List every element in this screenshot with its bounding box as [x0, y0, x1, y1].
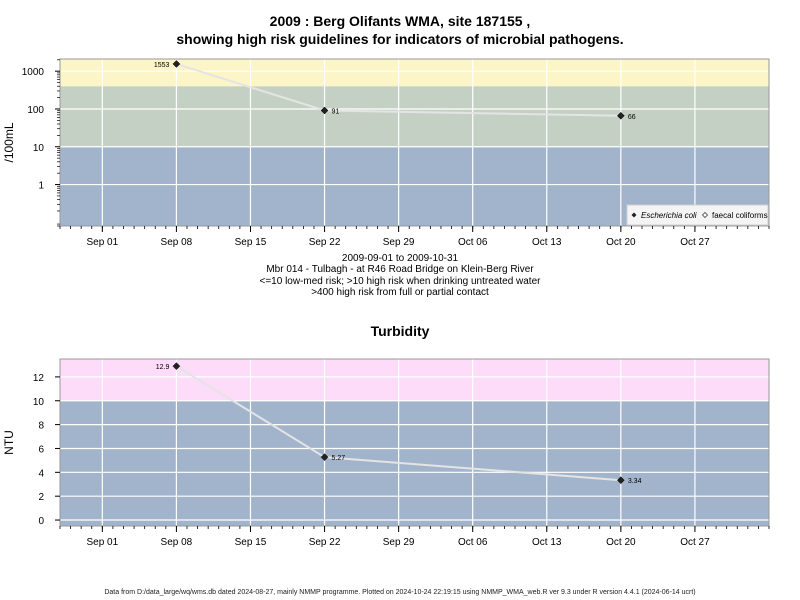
y-tick-label: 1	[38, 181, 44, 192]
data-label: 91	[332, 109, 340, 116]
data-point	[320, 106, 329, 115]
legend-marker-faecal	[702, 212, 708, 218]
footer-note: Data from D:/data_large/wq/wms.db dated …	[104, 589, 696, 596]
data-label: 12.9	[156, 364, 170, 371]
data-point	[320, 453, 329, 462]
ecoli-chart: Sep 01 Sep 08 Sep 15 Sep 22 Sep 29 Oct 06 Oct …	[2, 58, 770, 248]
legend-marker-ecoli	[631, 212, 637, 218]
data-point	[172, 362, 181, 371]
y-tick-label: 1000	[22, 67, 45, 78]
x-tick-label: Sep 22	[309, 237, 341, 248]
y-tick-label: 4	[38, 468, 44, 479]
data-label: 66	[628, 114, 636, 121]
x-tick-label: Sep 29	[383, 537, 415, 548]
x-tick-label: Oct 06	[458, 237, 488, 248]
y-tick-label: 2	[38, 492, 44, 503]
x-tick-label: Oct 06	[458, 537, 488, 548]
y-tick-label: 100	[27, 105, 44, 116]
y-tick-label: 8	[38, 421, 44, 432]
date-range-caption: 2009-09-01 to 2009-10-31	[341, 253, 459, 264]
plot-frame	[59, 58, 770, 227]
legend-box	[626, 204, 769, 226]
risk-caption-1: <=10 low-med risk; >10 high risk when dr…	[259, 276, 541, 287]
data-label: 5.27	[332, 455, 346, 462]
x-tick-label: Sep 08	[161, 537, 193, 548]
y-tick-label: 10	[33, 397, 45, 408]
chart-title-line1: 2009 : Berg Olifants WMA, site 187155 ,	[269, 13, 531, 29]
y-tick-label: 6	[38, 444, 44, 455]
data-point	[616, 111, 625, 120]
x-tick-label: Oct 20	[606, 237, 636, 248]
x-tick-label: Oct 13	[532, 237, 562, 248]
chart-title-line2: showing high risk guidelines for indicat…	[176, 31, 624, 47]
x-tick-label: Oct 27	[680, 537, 710, 548]
y-tick-label: 12	[33, 373, 45, 384]
data-label: 3.34	[628, 478, 642, 485]
legend-label-faecal: faecal coliforms	[712, 211, 768, 220]
plot-frame	[59, 358, 770, 527]
y-tick-label: 0	[38, 516, 44, 527]
y-tick-label: 10	[33, 143, 45, 154]
risk-band-2	[60, 86, 769, 147]
data-label: 1553	[154, 62, 170, 69]
x-tick-label: Sep 15	[235, 237, 267, 248]
y-axis-label: NTU	[2, 430, 16, 455]
x-tick-label: Sep 01	[86, 237, 118, 248]
legend-label-ecoli: Escherichia coli	[641, 211, 697, 220]
risk-caption-2: >400 high risk from full or partial cont…	[311, 287, 489, 298]
x-tick-label: Sep 01	[86, 537, 118, 548]
x-tick-label: Sep 22	[309, 537, 341, 548]
x-tick-label: Oct 27	[680, 237, 710, 248]
x-tick-label: Sep 29	[383, 237, 415, 248]
x-tick-label: Oct 20	[606, 537, 636, 548]
y-axis-label: /100mL	[2, 122, 16, 162]
turbidity-title: Turbidity	[370, 323, 430, 339]
turbidity-chart: Sep 01 Sep 08 Sep 15 Sep 22 Sep 29 Oct 06 Oct …	[2, 358, 770, 548]
x-tick-label: Sep 15	[235, 537, 267, 548]
data-point	[172, 60, 181, 68]
site-caption: Mbr 014 - Tulbagh - at R46 Road Bridge o…	[266, 264, 534, 275]
x-tick-label: Oct 13	[532, 537, 562, 548]
x-tick-label: Sep 08	[161, 237, 193, 248]
data-point	[616, 476, 625, 485]
